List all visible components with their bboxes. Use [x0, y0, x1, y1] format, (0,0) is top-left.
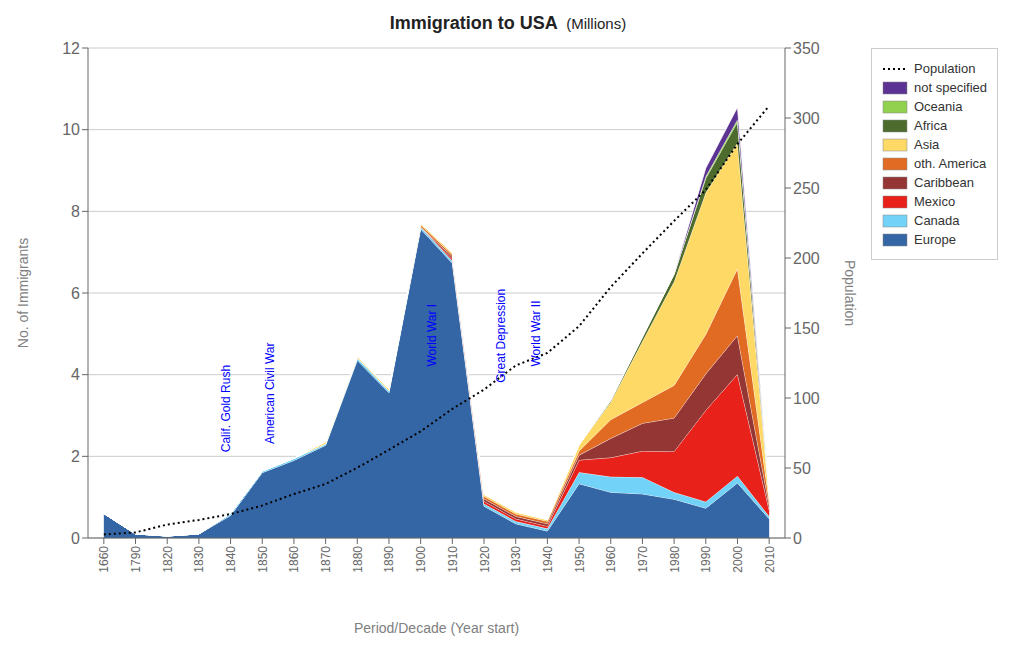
html-text:(Millions): (Millions) [566, 15, 627, 32]
html-text:Oceania: Oceania [914, 99, 963, 114]
svg-text:1660: 1660 [97, 546, 111, 573]
svg-text:1910: 1910 [446, 546, 460, 573]
svg-text:1940: 1940 [541, 546, 555, 573]
svg-text:1980: 1980 [668, 546, 682, 573]
svg-text:1970: 1970 [636, 546, 650, 573]
svg-text:150: 150 [793, 320, 820, 337]
svg-text:8: 8 [71, 203, 80, 220]
svg-text:Population: Population [842, 260, 858, 326]
svg-text:12: 12 [62, 40, 80, 57]
svg-text:World War II: World War II [529, 300, 543, 366]
svg-text:2: 2 [71, 448, 80, 465]
svg-text:2010: 2010 [763, 546, 777, 573]
svg-text:2000: 2000 [731, 546, 745, 573]
svg-text:1850: 1850 [256, 546, 270, 573]
svg-text:American Civil War: American Civil War [263, 343, 277, 445]
svg-text:Period/Decade (Year start): Period/Decade (Year start) [354, 620, 519, 636]
svg-text:300: 300 [793, 110, 820, 127]
svg-text:1820: 1820 [161, 546, 175, 573]
svg-text:200: 200 [793, 250, 820, 267]
svg-text:1880: 1880 [351, 546, 365, 573]
svg-text:Calif. Gold Rush: Calif. Gold Rush [219, 365, 233, 452]
svg-text:No. of Immigrants: No. of Immigrants [15, 238, 31, 348]
html-text:not specified: not specified [914, 80, 987, 95]
html-text:Immigration to USA: Immigration to USA [389, 13, 558, 33]
svg-text:1900: 1900 [414, 546, 428, 573]
html-text:Africa: Africa [914, 118, 948, 133]
svg-text:1790: 1790 [129, 546, 143, 573]
html-text:Mexico: Mexico [914, 194, 956, 209]
svg-text:10: 10 [62, 121, 80, 138]
html-text:Caribbean: Caribbean [914, 175, 974, 190]
html-text:Population: Population [914, 61, 976, 76]
svg-text:1920: 1920 [478, 546, 492, 573]
html-text:oth. America: oth. America [914, 156, 987, 171]
html-text:Europe: Europe [914, 232, 956, 247]
svg-text:Great Depression: Great Depression [494, 289, 508, 383]
svg-text:1990: 1990 [699, 546, 713, 573]
html-text:Canada: Canada [914, 213, 960, 228]
svg-text:50: 50 [793, 460, 811, 477]
svg-text:350: 350 [793, 40, 820, 57]
svg-text:4: 4 [71, 366, 80, 383]
svg-text:1960: 1960 [604, 546, 618, 573]
svg-text:1890: 1890 [382, 546, 396, 573]
svg-text:1840: 1840 [224, 546, 238, 573]
svg-text:250: 250 [793, 180, 820, 197]
svg-text:0: 0 [71, 530, 80, 547]
svg-text:0: 0 [793, 530, 802, 547]
svg-text:1950: 1950 [573, 546, 587, 573]
html-text:Asia: Asia [914, 137, 940, 152]
svg-text:1860: 1860 [287, 546, 301, 573]
svg-text:1870: 1870 [319, 546, 333, 573]
svg-text:World War I: World War I [425, 304, 439, 367]
svg-text:6: 6 [71, 285, 80, 302]
svg-text:1930: 1930 [509, 546, 523, 573]
svg-text:1830: 1830 [192, 546, 206, 573]
svg-text:100: 100 [793, 390, 820, 407]
